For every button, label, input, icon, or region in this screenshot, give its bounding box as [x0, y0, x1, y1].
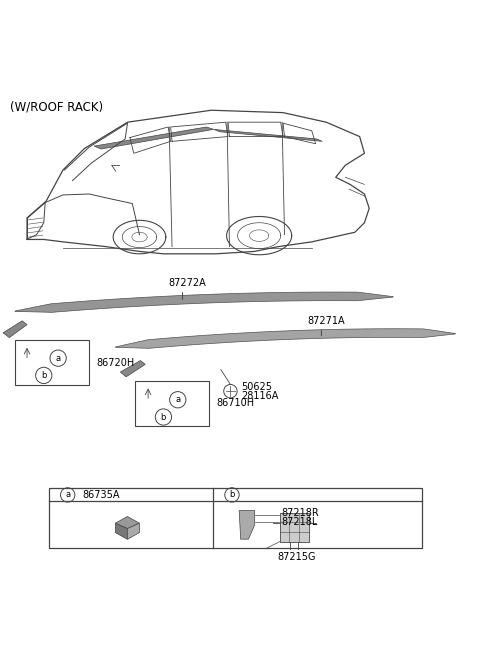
Polygon shape	[94, 127, 214, 149]
Text: 86735A: 86735A	[82, 490, 120, 500]
Text: 87218L: 87218L	[281, 517, 317, 527]
Polygon shape	[120, 361, 145, 377]
Bar	[48, 488, 422, 548]
Text: a: a	[65, 491, 70, 499]
Text: (W/ROOF RACK): (W/ROOF RACK)	[10, 100, 103, 113]
Text: 28116A: 28116A	[241, 391, 278, 401]
Bar	[280, 513, 309, 542]
Polygon shape	[239, 510, 255, 539]
Bar	[15, 340, 89, 386]
Polygon shape	[116, 329, 456, 348]
Text: 50625: 50625	[241, 382, 272, 392]
Polygon shape	[3, 321, 27, 338]
Polygon shape	[214, 129, 323, 141]
Text: b: b	[161, 413, 166, 422]
Text: 87218R: 87218R	[281, 508, 319, 518]
Text: a: a	[56, 354, 60, 363]
Text: 86720H: 86720H	[96, 358, 135, 368]
Text: b: b	[41, 371, 47, 380]
Text: 87271A: 87271A	[307, 316, 345, 325]
Text: 87272A: 87272A	[168, 278, 206, 288]
Text: 87215G: 87215G	[277, 552, 316, 562]
Text: a: a	[175, 396, 180, 404]
Text: b: b	[229, 491, 235, 499]
Polygon shape	[127, 523, 140, 539]
Bar	[135, 380, 209, 426]
Text: 86710H: 86710H	[216, 398, 254, 409]
Polygon shape	[15, 292, 393, 312]
Polygon shape	[115, 516, 140, 529]
Polygon shape	[115, 523, 127, 539]
